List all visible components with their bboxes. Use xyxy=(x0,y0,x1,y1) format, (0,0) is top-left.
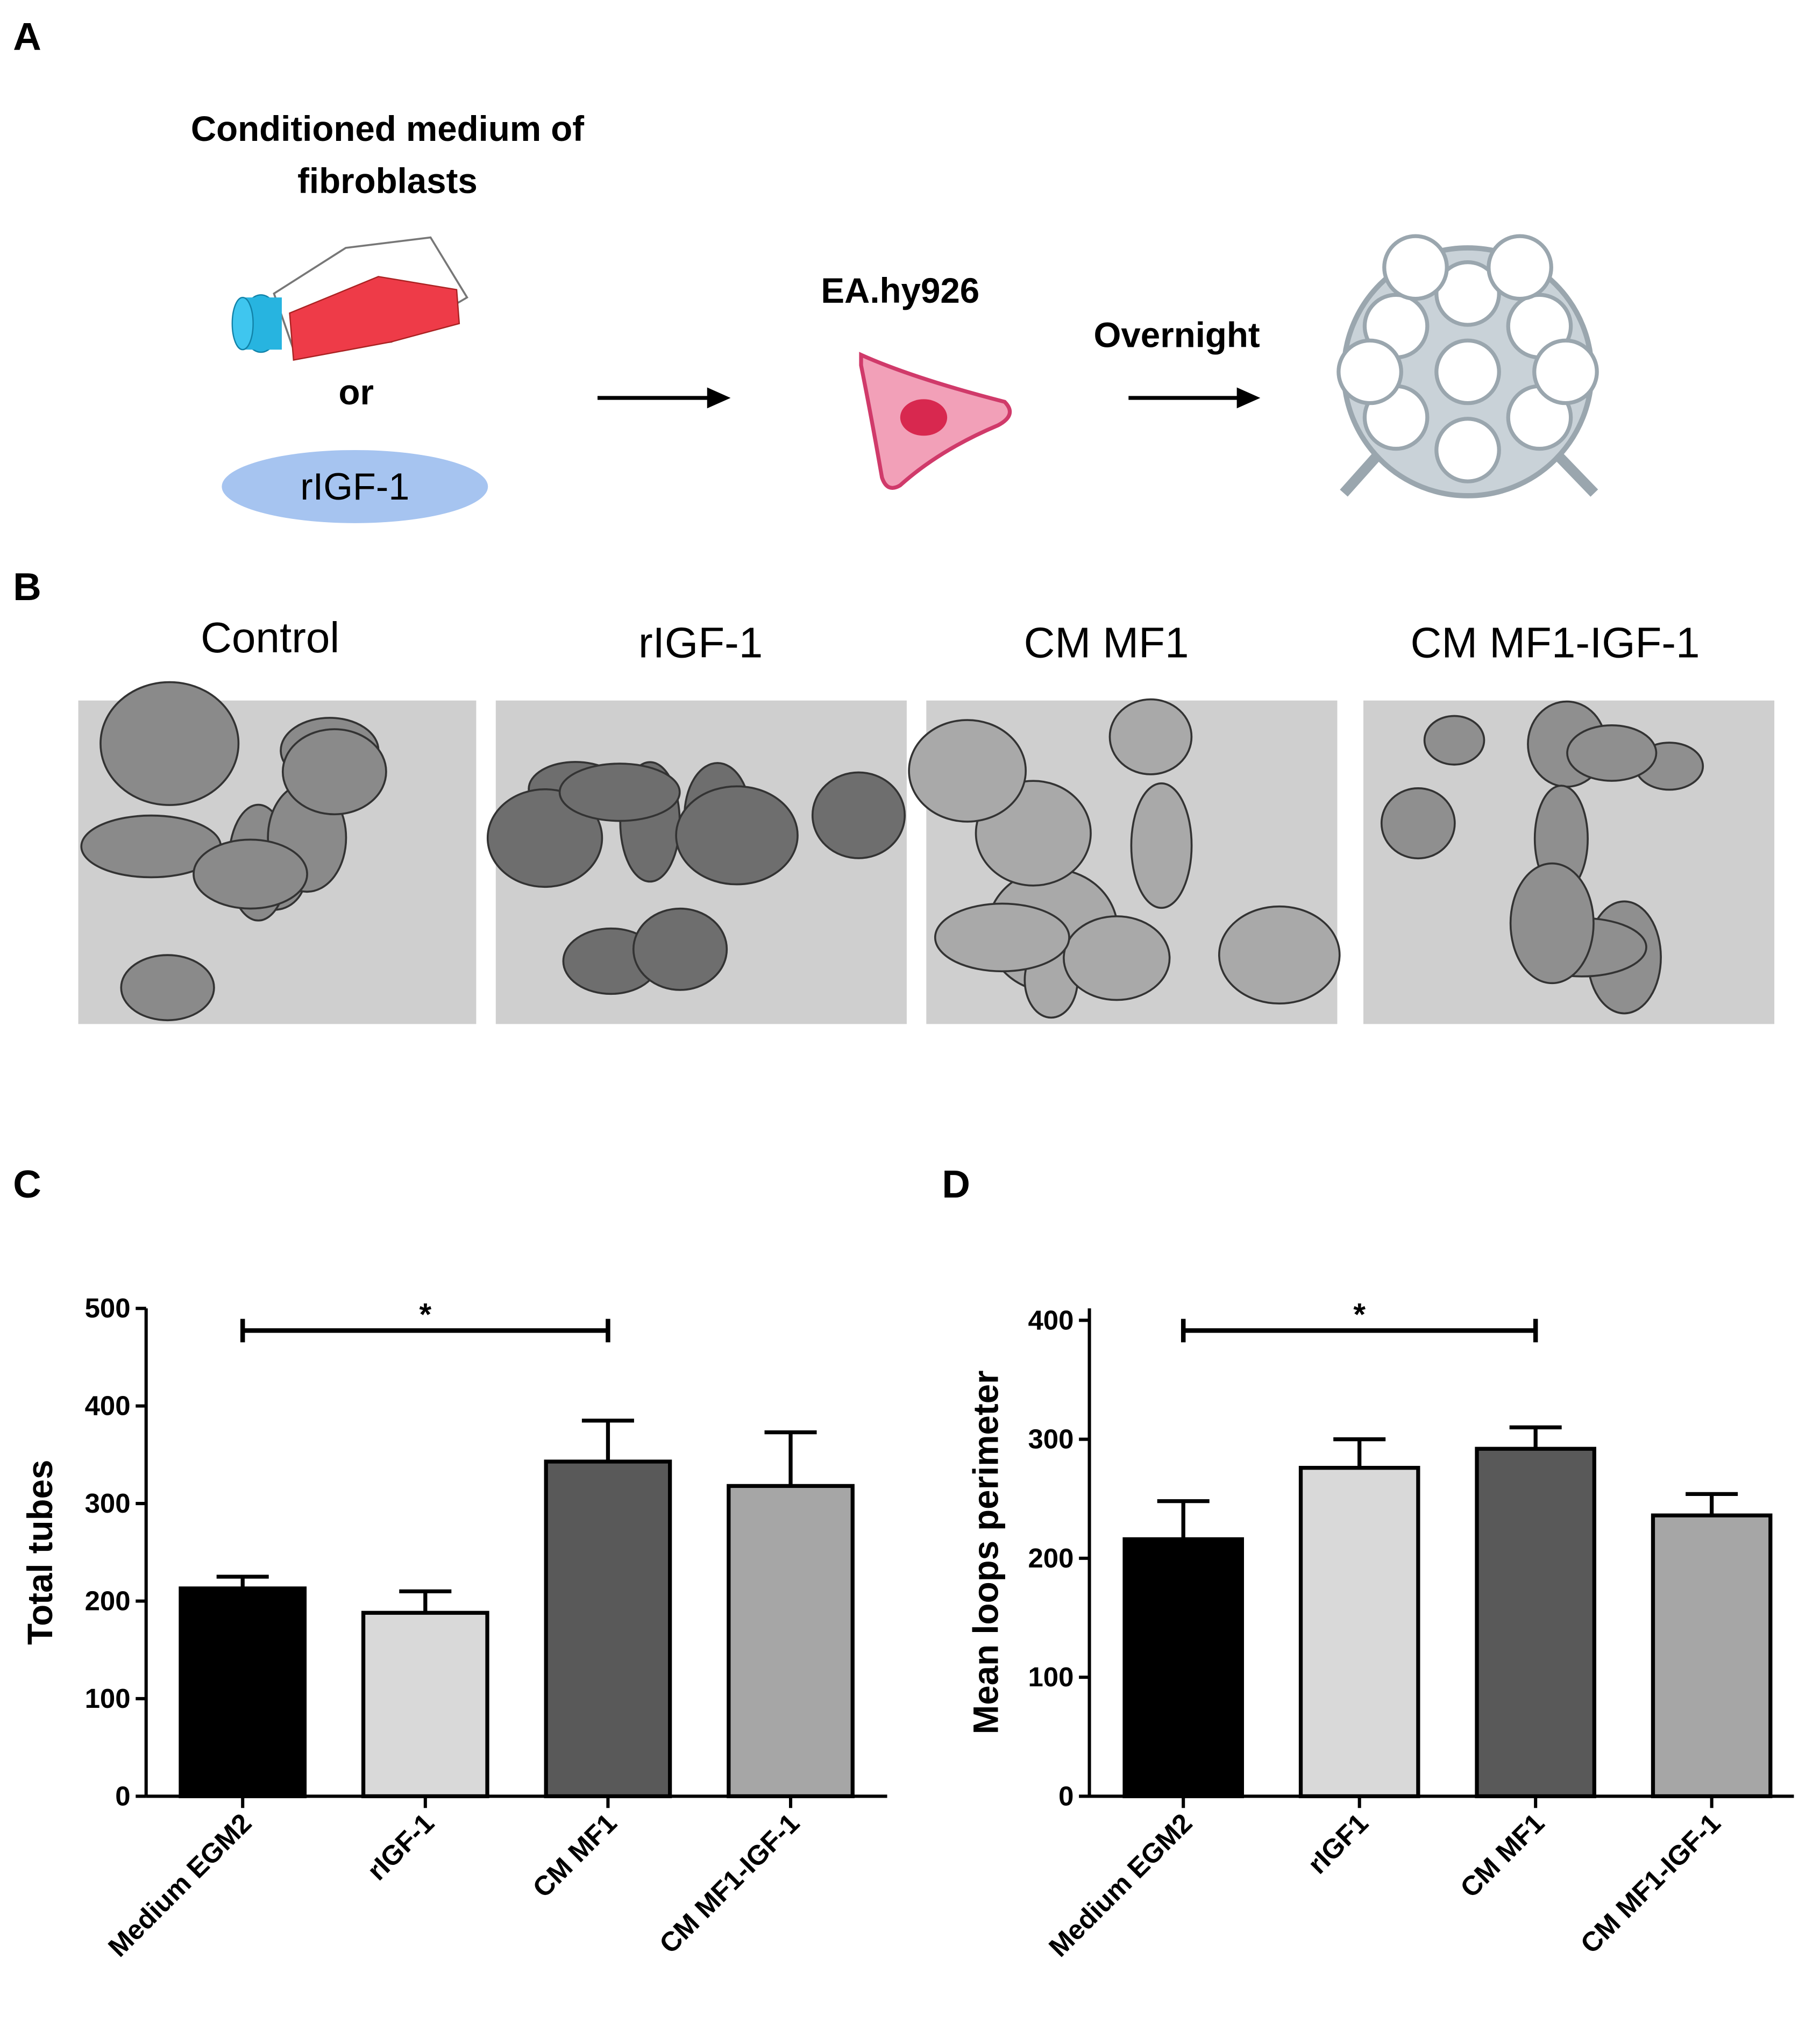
x-tick-label: Medium EGM2 xyxy=(1043,1807,1198,1962)
micrograph-lumen xyxy=(99,681,240,806)
y-tick-label: 500 xyxy=(85,1293,131,1323)
micrograph-lumen xyxy=(675,785,799,886)
y-tick-label: 400 xyxy=(85,1391,131,1421)
bar xyxy=(1475,1446,1596,1799)
micrograph-lumen xyxy=(1130,782,1193,909)
ring-cell xyxy=(1487,234,1553,301)
micrograph-lumen xyxy=(1380,787,1456,860)
diagram-text: Overnight xyxy=(1093,315,1260,354)
micrograph-lumen xyxy=(1509,862,1595,985)
micrographs xyxy=(78,681,1775,1024)
x-tick-label: CM MF1-IGF-1 xyxy=(653,1807,805,1959)
micrograph-lumen xyxy=(908,719,1027,823)
micrograph-title: CM MF1-IGF-1 xyxy=(1411,619,1700,667)
ring-cell xyxy=(1382,234,1449,301)
ring-cell xyxy=(1336,338,1403,405)
diagram-text: rIGF-1 xyxy=(300,465,409,508)
arrow xyxy=(598,387,731,409)
y-tick-label: 200 xyxy=(1028,1543,1073,1573)
x-tick-label: CM MF1 xyxy=(1454,1807,1550,1903)
x-tick-label: rIGF1 xyxy=(1302,1807,1374,1879)
x-tick-label: CM MF1-IGF-1 xyxy=(1574,1807,1726,1959)
micrograph-lumen xyxy=(193,838,308,910)
micrograph-lumen xyxy=(1063,915,1171,1001)
x-tick-label: CM MF1 xyxy=(527,1807,622,1903)
y-tick-label: 100 xyxy=(85,1683,131,1714)
micrograph-lumen xyxy=(632,907,728,991)
y-axis-label: Total tubes xyxy=(20,1460,60,1645)
micrograph-lumen xyxy=(486,788,603,888)
diagram-text: EA.hy926 xyxy=(821,271,979,310)
micrograph-lumen xyxy=(1218,905,1341,1005)
y-tick-label: 0 xyxy=(115,1780,130,1811)
micrograph-title: CM MF1 xyxy=(1024,619,1189,667)
significance-label: * xyxy=(1353,1298,1366,1332)
panel-label: B xyxy=(13,565,41,609)
y-tick-label: 200 xyxy=(85,1585,131,1616)
bar xyxy=(1122,1537,1245,1799)
y-tick-label: 300 xyxy=(1028,1424,1073,1455)
rigf-ellipse xyxy=(222,450,488,523)
cell-icon xyxy=(859,352,1012,490)
micrograph-lumen xyxy=(1423,715,1485,766)
tube-network-icon xyxy=(1336,234,1599,498)
micrograph-title: rIGF-1 xyxy=(638,619,763,667)
micrograph-lumen xyxy=(1108,698,1193,775)
ring-cell xyxy=(1434,260,1501,327)
significance-label: * xyxy=(419,1298,431,1332)
micrograph-lumen xyxy=(1566,724,1658,782)
y-tick-label: 400 xyxy=(1028,1305,1073,1335)
bar xyxy=(1651,1513,1773,1799)
x-tick-label: Medium EGM2 xyxy=(102,1807,257,1962)
flask-icon xyxy=(231,236,468,361)
micrograph-lumen xyxy=(558,763,681,822)
micrograph-lumen xyxy=(934,902,1070,973)
ring-cell xyxy=(1532,338,1599,405)
bar xyxy=(361,1611,489,1799)
micrograph-lumen xyxy=(120,954,215,1022)
y-tick-label: 100 xyxy=(1028,1662,1073,1692)
micrograph-lumen xyxy=(281,728,387,816)
diagram-text: Conditioned medium of xyxy=(191,109,584,148)
panel-label: A xyxy=(13,15,41,58)
diagram-text: fibroblasts xyxy=(297,161,478,201)
bar xyxy=(1298,1466,1420,1799)
x-tick-label: rIGF-1 xyxy=(361,1807,440,1886)
y-axis-label: Mean loops perimeter xyxy=(966,1370,1006,1734)
ring-cell xyxy=(1434,338,1501,405)
diagram-text: or xyxy=(338,373,374,412)
ring-cell xyxy=(1434,417,1501,483)
y-tick-label: 0 xyxy=(1058,1780,1073,1811)
bar xyxy=(544,1459,672,1799)
y-tick-label: 300 xyxy=(85,1488,131,1519)
panel-label: D xyxy=(942,1163,970,1206)
arrow xyxy=(1128,387,1261,409)
bar xyxy=(179,1586,307,1799)
bar xyxy=(727,1484,855,1799)
panel-label: C xyxy=(13,1163,41,1206)
micrograph-lumen xyxy=(811,771,906,859)
micrograph-title: Control xyxy=(201,614,339,661)
